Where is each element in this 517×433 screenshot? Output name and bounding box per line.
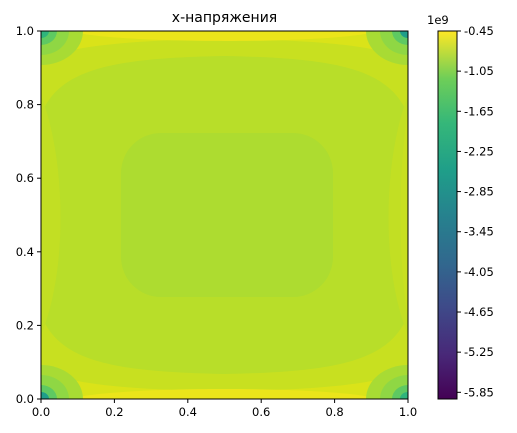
- corner-bottom-left: [41, 365, 83, 399]
- x-tick-label: 0.6: [252, 405, 270, 419]
- y-tick-label: 0.4: [16, 245, 34, 259]
- colorbar-tick-label: -4.05: [464, 265, 494, 279]
- colorbar-tick-label: -2.25: [464, 144, 494, 158]
- y-tick-label: 0.6: [16, 171, 34, 185]
- y-tick-label: 0.8: [16, 98, 34, 112]
- y-tick-label: 0.0: [16, 392, 34, 406]
- x-tick-label: 1.0: [399, 405, 417, 419]
- colorbar-tick-label: -2.85: [464, 185, 494, 199]
- corner-top-left: [41, 31, 83, 65]
- contour-band-top-peak: [70, 31, 379, 41]
- corner-top-right: [366, 31, 408, 65]
- colorbar-tick-label: -4.65: [464, 305, 494, 319]
- x-tick-label: 0.4: [179, 405, 197, 419]
- contour-band-top: [41, 31, 408, 115]
- contour-band-bottom: [41, 315, 408, 399]
- contour-band-right-inner: [400, 110, 408, 320]
- colorbar-tick-label: -1.05: [464, 64, 494, 78]
- y-axis: 0.0 0.2 0.4 0.6 0.8 1.0: [16, 24, 41, 406]
- colorbar-tick-label: -5.25: [464, 345, 494, 359]
- colorbar-tick-label: -5.85: [464, 385, 494, 399]
- x-tick-label: 0.2: [105, 405, 123, 419]
- contour-field: [41, 31, 408, 399]
- y-tick-label: 1.0: [16, 24, 34, 38]
- x-axis: 0.0 0.2 0.4 0.6 0.8 1.0: [32, 399, 417, 419]
- contour-band-bottom-peak: [70, 389, 379, 399]
- colorbar-ticks: -0.45 -1.05 -1.65 -2.25 -2.85 -3.45 -4.05 -4.65…: [457, 24, 494, 399]
- x-tick-label: 0.0: [32, 405, 50, 419]
- colorbar-tick-label: -1.65: [464, 104, 494, 118]
- chart-title: x-напряжения: [172, 10, 277, 26]
- colorbar-offset-label: 1e9: [427, 13, 449, 27]
- contour-band-left-inner: [41, 95, 61, 335]
- y-tick-label: 0.2: [16, 318, 34, 332]
- x-tick-label: 0.8: [325, 405, 343, 419]
- contour-level-center: [121, 133, 333, 297]
- colorbar-tick-label: -3.45: [464, 225, 494, 239]
- colorbar: [437, 30, 458, 400]
- corner-bottom-right: [366, 365, 408, 399]
- plot-frame: [40, 30, 409, 400]
- colorbar-tick-label: -0.45: [464, 24, 494, 38]
